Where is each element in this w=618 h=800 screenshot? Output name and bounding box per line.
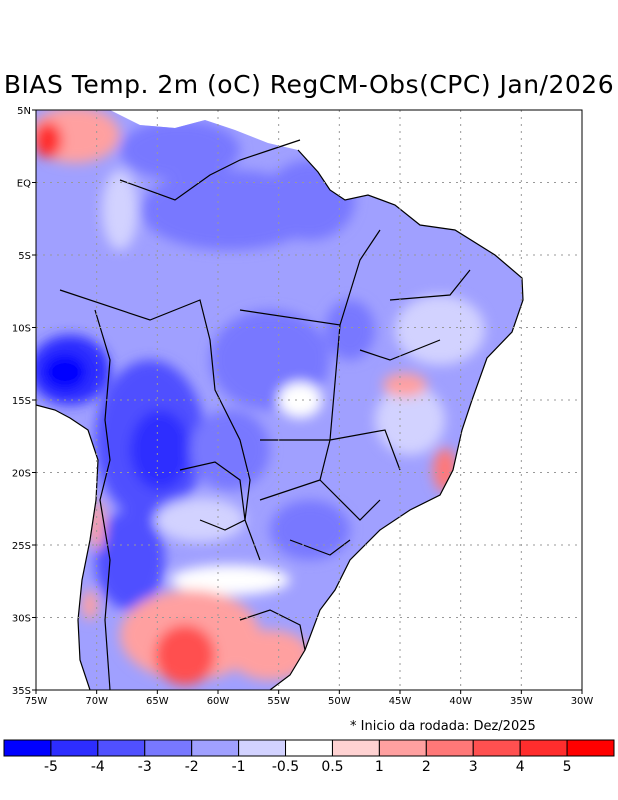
- colorbar-swatch: [97, 739, 146, 757]
- colorbar-swatch: [3, 739, 52, 757]
- colorbar-swatch: [191, 739, 240, 757]
- lon-label: 40W: [449, 696, 472, 707]
- bias-patch: [170, 565, 290, 595]
- bias-patch: [325, 300, 375, 360]
- colorbar-label: 2: [422, 759, 431, 775]
- colorbar-label: -2: [185, 759, 199, 775]
- bias-patch: [36, 122, 62, 158]
- map-title: BIAS Temp. 2m (oC) RegCM-Obs(CPC) Jan/20…: [3, 70, 615, 99]
- colorbar-swatch: [566, 739, 615, 757]
- bias-patch: [120, 120, 240, 180]
- lon-label: 45W: [389, 696, 412, 707]
- lon-label: 65W: [146, 696, 169, 707]
- bias-patch: [130, 410, 190, 490]
- colorbar-label: 1: [375, 759, 384, 775]
- lat-label: 35S: [12, 686, 31, 697]
- colorbar-swatch: [519, 739, 568, 757]
- colorbar-label: -5: [44, 759, 58, 775]
- lat-label: 25S: [12, 541, 31, 552]
- border-brazil-west: [59, 289, 261, 561]
- bias-patch: [265, 160, 355, 240]
- lon-label: 50W: [328, 696, 351, 707]
- bias-patch: [190, 410, 270, 490]
- colorbar-swatch: [50, 739, 99, 757]
- lon-label: 35W: [510, 696, 533, 707]
- bias-patch: [82, 590, 98, 620]
- lat-label: 15S: [12, 396, 31, 407]
- colorbar: -5 -4 -3 -2 -1 -0.5 0.5 1 2 3 4 5: [3, 739, 615, 775]
- colorbar-swatch: [331, 739, 380, 757]
- colorbar-swatch: [472, 739, 521, 757]
- colorbar-swatch: [285, 739, 333, 757]
- colorbar-swatch: [238, 739, 287, 757]
- lon-label: 75W: [25, 696, 48, 707]
- lat-label: 5N: [17, 106, 31, 117]
- graticule: [32, 109, 583, 694]
- border-uruguay: [239, 609, 306, 651]
- bias-patch: [278, 382, 322, 418]
- colorbar-swatch: [144, 739, 193, 757]
- border-brazil-north: [119, 139, 301, 201]
- boundaries: [36, 139, 524, 690]
- lat-label: 30S: [12, 614, 31, 625]
- state-borders: [239, 229, 471, 556]
- bias-patch: [375, 385, 445, 455]
- colorbar-label: -0.5: [272, 759, 299, 775]
- colorbar-label: -3: [138, 759, 152, 775]
- lat-label: 5S: [18, 251, 31, 262]
- colorbar-swatch: [378, 739, 427, 757]
- map-frame: [35, 109, 583, 691]
- colorbar-label: 3: [469, 759, 478, 775]
- bias-patch: [43, 354, 87, 390]
- bias-patch: [155, 625, 215, 685]
- coastline-west: [36, 404, 99, 690]
- lon-label: 70W: [85, 696, 108, 707]
- colorbar-label: 4: [516, 759, 525, 775]
- bias-patch: [95, 510, 165, 610]
- lon-label: 30W: [571, 696, 594, 707]
- lat-label: 20S: [12, 469, 31, 480]
- colorbar-label: -4: [91, 759, 105, 775]
- border-andes: [94, 309, 111, 690]
- bias-patch: [270, 500, 350, 560]
- colorbar-label: 5: [563, 759, 572, 775]
- colorbar-label: -1: [232, 759, 246, 775]
- lon-label: 55W: [267, 696, 290, 707]
- lon-label: 60W: [207, 696, 230, 707]
- bias-patch: [383, 373, 427, 397]
- lat-label: EQ: [17, 179, 31, 190]
- border-paraguay: [179, 461, 246, 531]
- coastline: [269, 149, 524, 690]
- bias-patch: [230, 630, 310, 680]
- lat-label: 10S: [12, 324, 31, 335]
- bias-patch: [102, 170, 138, 250]
- bias-patch: [395, 295, 485, 365]
- bias-field: [36, 110, 523, 690]
- colorbar-swatch: [425, 739, 474, 757]
- colorbar-label: 0.5: [321, 759, 343, 775]
- run-note: * Inicio da rodada: Dez/2025: [350, 719, 536, 734]
